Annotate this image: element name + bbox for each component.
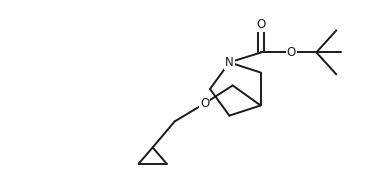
Text: O: O bbox=[287, 46, 296, 59]
Text: O: O bbox=[200, 97, 209, 110]
Text: N: N bbox=[225, 56, 234, 69]
Text: O: O bbox=[257, 18, 266, 31]
